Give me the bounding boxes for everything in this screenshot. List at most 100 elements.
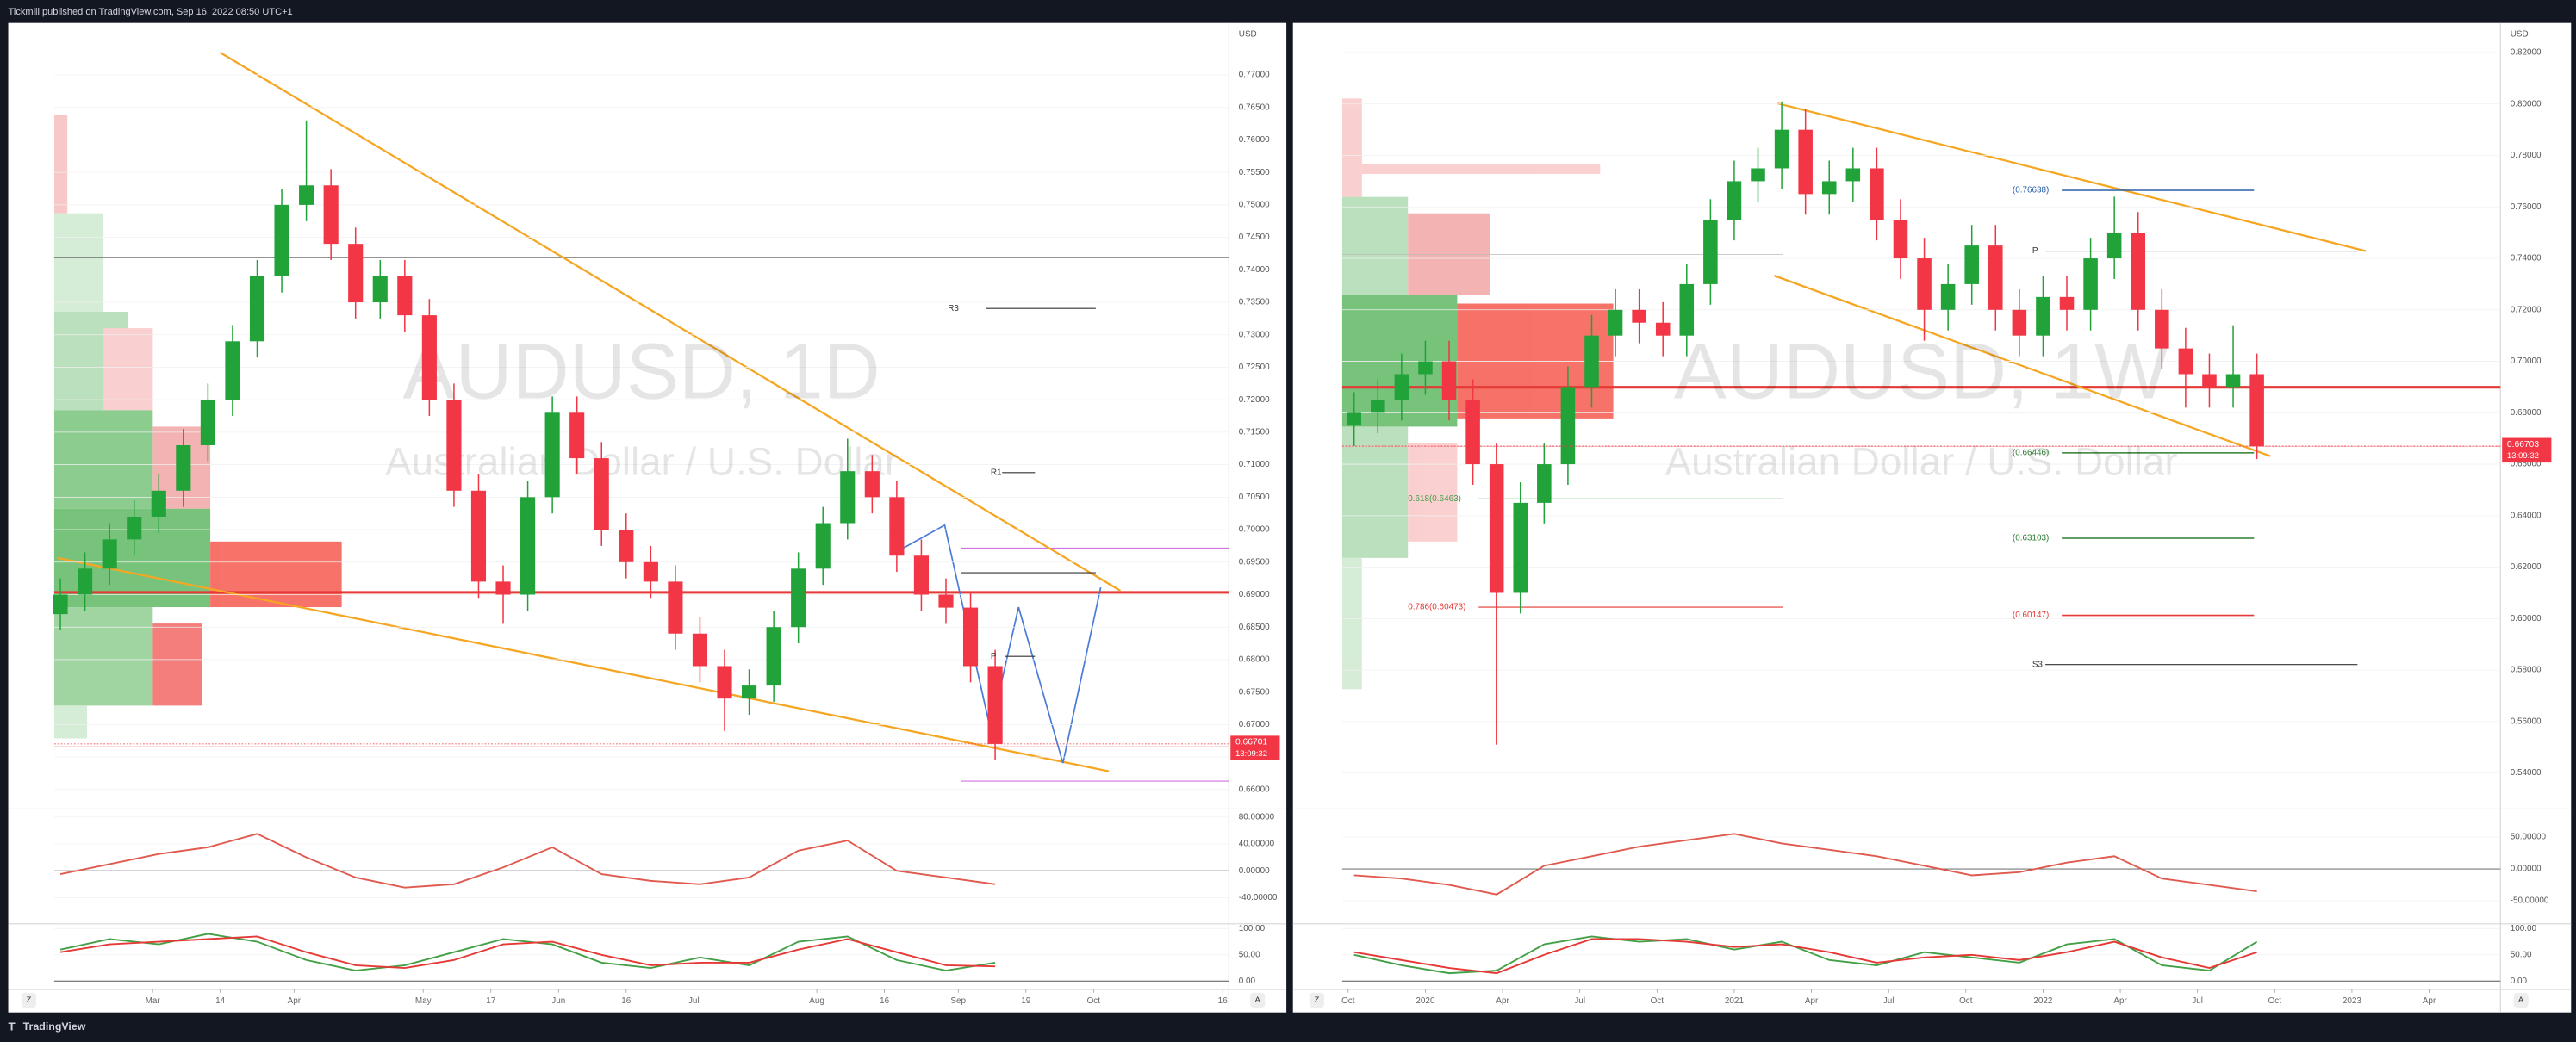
y-tick-label: 0.70000 [1239,525,1270,535]
x-tick-label: Mar [146,996,161,1006]
candle-body [1394,374,1409,400]
candle-body [2012,309,2027,336]
y-tick-label: 0.70500 [1239,493,1270,502]
candle-body [1513,502,1528,593]
y-tick-label: 0.72500 [1239,363,1270,372]
candle-body [102,539,117,569]
brand-logo: T [9,1020,16,1033]
candle-body [840,471,856,524]
candle-body [692,633,708,667]
y-tick-label: 0.00000 [2511,865,2542,874]
candle-body [1940,283,1956,310]
y-tick-label: 100.00 [1239,924,1266,933]
candle-body [2155,309,2169,349]
annotation: 0.786(0.60473) [1408,603,1465,612]
candle-body [1964,245,1979,284]
indicator-line [1353,935,2258,975]
candle-body [1418,361,1433,375]
annotation: (0.60147) [2013,611,2049,620]
svg-text:Z: Z [26,995,31,1005]
candle-body [520,497,536,595]
indicator-line [59,833,996,889]
candle-body [151,490,166,517]
x-tick-label: Oct [2268,996,2282,1006]
x-tick-label: 16 [621,996,632,1006]
y-tick-label: 0.80000 [2511,99,2542,109]
annotation: P [991,652,997,661]
candle-body [1632,309,1646,323]
candle-body [1679,283,1695,336]
candle-body [446,400,462,491]
candle-body [2106,233,2122,259]
watermark-subtitle: Australian Dollar / U.S. Dollar [1665,439,2178,483]
candle-body [643,561,658,582]
y-tick-label: 0.77000 [1239,71,1270,80]
candle-body [594,458,609,530]
buttons[interactable]: Z A Z A [21,992,2529,1008]
y-tick-label: 0.71000 [1239,460,1270,469]
candle-body [1845,168,1861,182]
annotation: (0.66446) [2013,449,2049,458]
candle-body [2083,258,2098,310]
y-tick-label: 0.00000 [1239,866,1270,876]
annotation: S3 [2032,660,2044,669]
candle-body [864,471,880,498]
candle-body [1441,361,1457,400]
watermark-subtitle: Australian Dollar / U.S. Dollar [385,439,898,483]
x-tick-label: Apr [2423,996,2436,1006]
x-tick-label: May [415,996,432,1006]
candle-body [1560,387,1576,465]
y-tick-label: 50.00 [2511,950,2532,959]
x-tick-label: Oct [1959,996,1973,1006]
y-tick-label: 0.68000 [2511,408,2542,418]
indicator-line [1353,938,2257,975]
candle-body [470,490,487,582]
y-tick-label: 0.73000 [1239,330,1270,339]
candle-body [78,568,93,595]
x-tick-label: Jul [1574,996,1585,1006]
y-tick-label: 100.00 [2511,924,2537,933]
left-panel [8,22,1287,1013]
candle-body [2202,374,2217,388]
x-tick-label: 17 [486,996,496,1006]
candle-body [987,666,1003,744]
x-tick-label: 16 [880,996,890,1006]
x-tick-label: 14 [215,996,226,1006]
x-tick-label: Jul [2192,996,2203,1006]
y-axis-label: USD [1239,30,1257,40]
candle-body [1751,168,1765,182]
candle-body [1584,335,1599,388]
candle-body [127,516,142,540]
y-tick-label: 0.56000 [2511,716,2542,726]
y-tick-label: 0.00 [2511,977,2528,986]
candle-body [1917,258,1932,310]
candle-body [962,607,979,667]
candle-body [299,185,314,205]
x-tick-label: Oct [1341,996,1355,1006]
watermark-title: AUDUSD, 1W [1674,327,2169,415]
y-tick-label: -50.00000 [2511,896,2549,906]
candle-body [815,523,831,569]
candle-body [2178,348,2193,375]
y-tick-label: 0.67500 [1239,687,1270,697]
candle-body [421,315,437,400]
y-tick-label: 0.69000 [1239,590,1270,599]
annotation: (0.63103) [2013,534,2049,543]
annotation: (0.76638) [2013,186,2049,195]
x-tick-label: Jul [688,996,700,1006]
x-tick-label: 2022 [2033,996,2053,1006]
x-tick-label: Apr [1805,996,1819,1006]
y-tick-label: 0.66000 [2511,460,2542,469]
y-tick-label: 0.74500 [1239,233,1270,242]
candle-body [2131,233,2146,310]
candle-body [1655,322,1671,336]
candle-body [225,341,240,400]
last-price-box [1230,735,1280,760]
candle-body [544,412,560,498]
candle-body [1988,245,2003,310]
y-tick-label: 0.76000 [2511,202,2542,212]
x-tick-label: Aug [809,996,824,1006]
countdown: 13:09:32 [1235,749,1267,759]
